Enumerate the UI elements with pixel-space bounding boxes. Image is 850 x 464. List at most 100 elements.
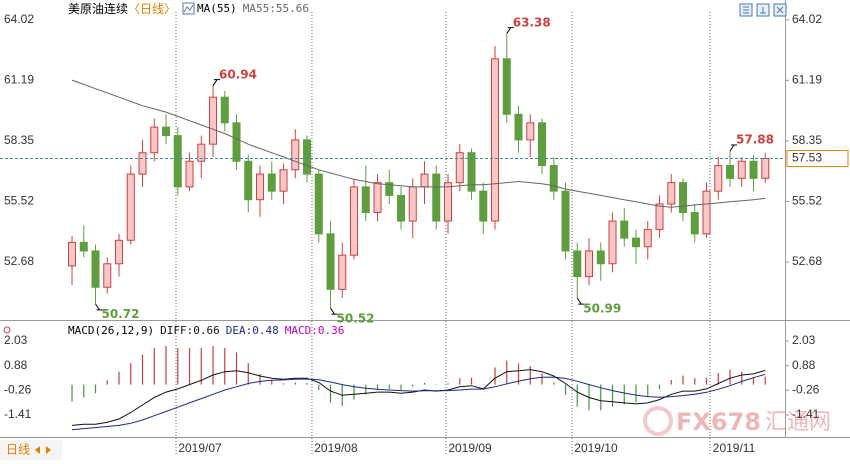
y-tick-label-right: 64.02 — [792, 12, 822, 26]
candle-body — [491, 58, 500, 222]
candle-body — [608, 220, 617, 265]
dea-value: 0.48 — [252, 324, 279, 337]
candle-body — [103, 263, 112, 288]
candle-body — [690, 212, 699, 235]
y-tick-label-right: 61.19 — [792, 73, 822, 87]
scroll-arrows[interactable] — [35, 446, 51, 454]
candle-body — [68, 241, 77, 267]
last-price-box — [786, 149, 849, 167]
candle-body — [350, 186, 359, 256]
candle-body — [726, 165, 735, 179]
candle-body — [220, 96, 229, 124]
candle-body — [150, 126, 159, 154]
y-tick-label-right: 58.35 — [792, 133, 822, 147]
macd-name: MACD: — [285, 324, 318, 337]
ma-header: MA(55) MA55:55.66 — [197, 2, 309, 15]
macd-value: 0.36 — [318, 324, 345, 337]
candle-body — [326, 233, 335, 290]
header: 美原油连续〈日线〉 — [68, 1, 176, 16]
candle-body — [596, 250, 605, 265]
y-tick-label-right: 55.52 — [792, 194, 822, 208]
extreme-label: 60.94 — [219, 67, 257, 81]
candle-body — [397, 194, 406, 222]
extreme-label: 50.52 — [337, 311, 375, 325]
candle-body — [338, 254, 347, 290]
diff-value: 0.66 — [193, 324, 220, 337]
y-tick-label-left: 64.02 — [4, 12, 34, 26]
candle-body — [432, 173, 441, 222]
ma-indicator: MA(55) — [197, 2, 237, 15]
candle-body — [209, 96, 218, 145]
candle-body — [303, 139, 312, 175]
period: 〈日线〉 — [128, 2, 176, 16]
candle-body — [455, 152, 464, 184]
footer-period: 日线 — [6, 443, 30, 457]
y-tick-label-left: 61.19 — [4, 73, 34, 87]
extreme-marker — [729, 144, 738, 152]
candle-body — [632, 237, 641, 248]
candle-body — [420, 173, 429, 188]
watermark: FX678 汇通网 — [643, 406, 831, 436]
settings-icon[interactable] — [3, 326, 11, 334]
candle-body — [643, 229, 652, 248]
candle-body — [655, 203, 664, 231]
extreme-label: 50.99 — [583, 301, 621, 315]
candle-body — [126, 173, 135, 241]
extreme-label: 50.72 — [102, 307, 140, 321]
date-label: 2019/09 — [448, 441, 492, 455]
candle-body — [197, 143, 206, 162]
y-tick-label-right: -1.41 — [792, 407, 820, 421]
toolbar — [739, 3, 787, 17]
ma-line — [71, 79, 766, 208]
extreme-marker — [212, 79, 221, 86]
candle-body — [749, 160, 758, 179]
candle-body — [79, 241, 88, 252]
extreme-label: 63.38 — [513, 15, 551, 29]
instrument: 美原油连续 — [68, 1, 128, 16]
candle-body — [549, 165, 558, 192]
candle-body — [667, 182, 676, 205]
candle-body — [714, 165, 723, 192]
y-tick-label-left: -0.26 — [4, 382, 32, 396]
candle-body — [538, 122, 547, 167]
candle-body — [373, 182, 382, 214]
y-tick-label-right: 0.88 — [792, 358, 816, 372]
y-tick-label-left: 58.35 — [4, 133, 34, 147]
toolbar-glyphs — [743, 6, 784, 14]
extreme-marker — [576, 297, 585, 305]
candle-body — [573, 250, 582, 278]
candle-body — [291, 139, 300, 171]
watermark-logo — [643, 406, 673, 436]
candle-body — [115, 239, 124, 265]
candle-body — [467, 152, 476, 192]
candle-body — [561, 190, 570, 252]
date-label: 2019/11 — [713, 441, 756, 455]
candle-body — [620, 220, 629, 239]
indicator-icon-glyph — [183, 4, 194, 13]
date-label: 2019/08 — [314, 441, 358, 455]
ma-name: MA55: — [243, 2, 276, 15]
y-tick-label-left: -1.41 — [4, 407, 32, 421]
candle-body — [232, 122, 241, 162]
candle-body — [173, 135, 182, 188]
macd-header: MACD(26,12,9) DIFF:0.66 DEA:0.48 MACD:0.36 — [68, 324, 344, 337]
y-tick-label-right: -0.26 — [792, 382, 820, 396]
last-price-label: 57.53 — [792, 151, 822, 165]
y-tick-label-right: 52.68 — [792, 254, 822, 268]
candle-body — [267, 173, 276, 192]
candle-body — [479, 190, 488, 222]
candle-body — [244, 160, 253, 201]
period-tab[interactable] — [0, 440, 62, 460]
candle-body — [361, 186, 370, 214]
candle-body — [514, 113, 523, 141]
candle-body — [502, 58, 511, 115]
date-label: 2019/07 — [178, 441, 222, 455]
diff-name: DIFF: — [160, 324, 193, 337]
candle-body — [185, 160, 194, 188]
candle-body — [737, 160, 746, 179]
extreme-marker — [95, 303, 103, 311]
y-tick-label-left: 52.68 — [4, 254, 34, 268]
candle-body — [279, 169, 288, 192]
candle-body — [585, 250, 594, 278]
